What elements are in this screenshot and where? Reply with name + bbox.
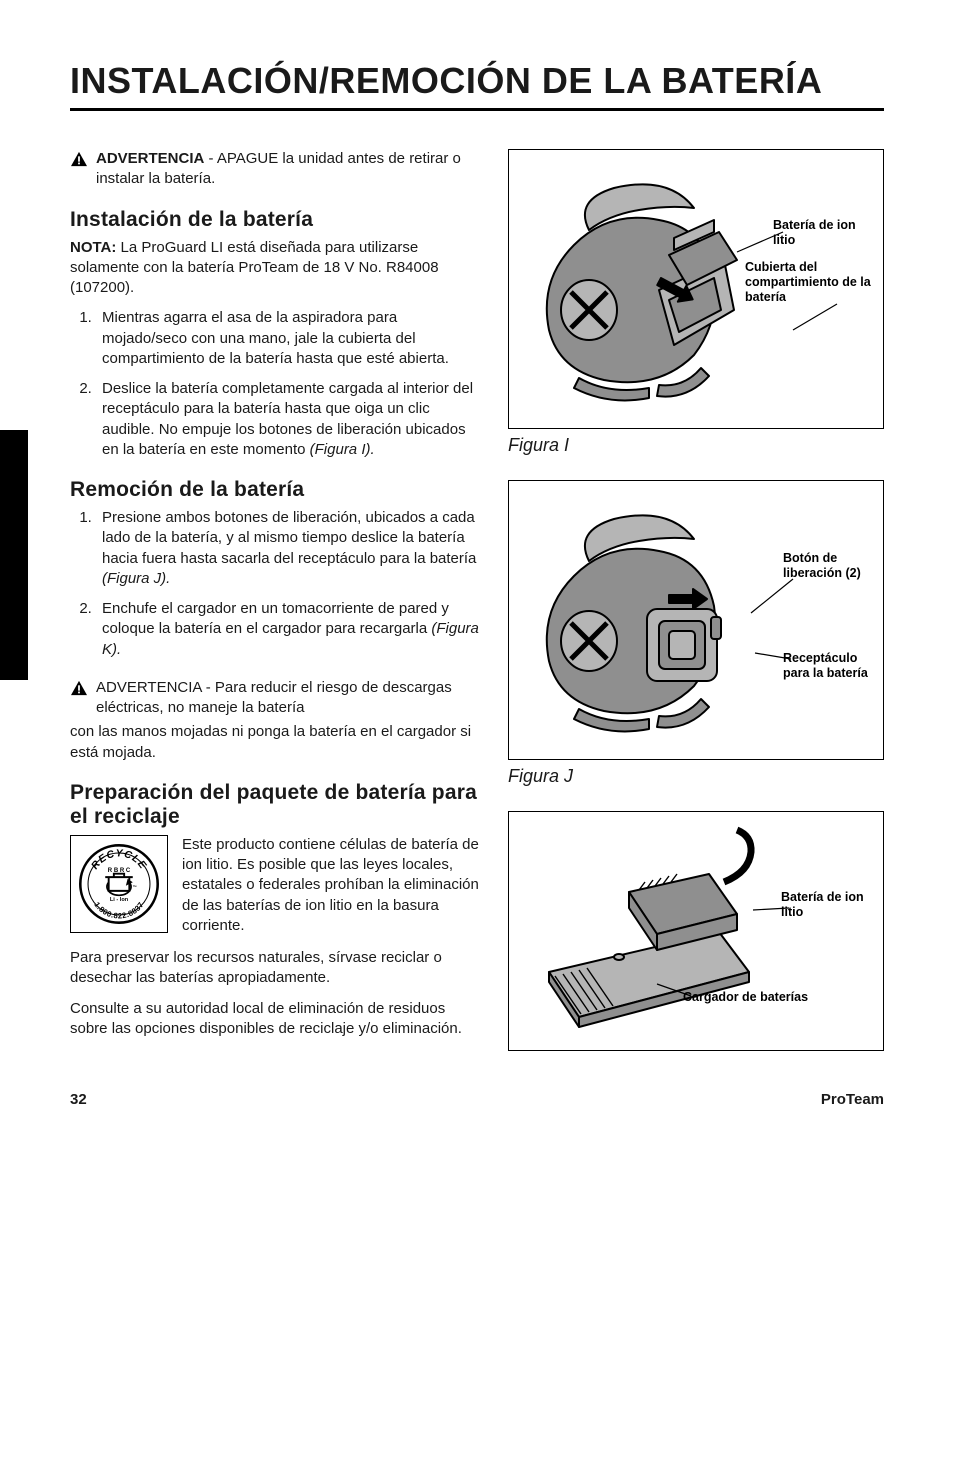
section-recycle-heading: Preparación del paquete de batería para … (70, 781, 480, 829)
figure-i: DESLIZAR Batería de ion litio Cubierta d… (508, 149, 884, 429)
nota-label: NOTA: (70, 239, 116, 256)
remove-item-1a: Presione ambos botones de liberación, ub… (102, 509, 476, 567)
right-column: DESLIZAR Batería de ion litio Cubierta d… (508, 149, 884, 1057)
badge-liion-text: Li - Ion (110, 897, 129, 903)
page-title: INSTALACIÓN/REMOCIÓN DE LA BATERÍA (70, 60, 884, 111)
install-list: Mientras agarra el asa de la aspiradora … (96, 308, 480, 460)
warning-2: ADVERTENCIA - Para reducir el riesgo de … (70, 678, 480, 719)
nota-text: La ProGuard LI está diseñada para utiliz… (70, 239, 439, 297)
recycle-para-3: Consulte a su autoridad local de elimina… (70, 999, 480, 1040)
warning-1: ADVERTENCIA - APAGUE la unidad antes de … (70, 149, 480, 190)
install-item-2: Deslice la batería completamente cargada… (96, 379, 480, 460)
footer: 32 ProTeam (70, 1091, 884, 1108)
warning-1-label: ADVERTENCIA (96, 150, 204, 167)
figure-k-illustration (519, 822, 759, 1042)
remove-item-2: Enchufe el cargador en un tomacorriente … (96, 599, 480, 660)
remove-item-1b: (Figura J). (102, 570, 170, 587)
warning-2-text: ADVERTENCIA - Para reducir el riesgo de … (96, 678, 480, 719)
recycle-para: Este producto contiene células de baterí… (182, 835, 480, 936)
figure-i-illustration: DESLIZAR (519, 160, 749, 420)
remove-list: Presione ambos botones de liberación, ub… (96, 508, 480, 660)
nota-line: NOTA: La ProGuard LI está diseñada para … (70, 238, 480, 299)
figure-j-illustration: DESLIZAR (519, 491, 749, 751)
install-item-2a: Deslice la batería completamente cargada… (102, 380, 473, 458)
figure-k: Batería de ion litio Cargador de batería… (508, 811, 884, 1051)
figure-k-callout-1: Batería de ion litio (781, 890, 871, 920)
svg-text:™: ™ (133, 884, 137, 889)
warning-2-label: ADVERTENCIA (96, 679, 202, 696)
figure-i-callout-2: Cubierta del compartimiento de la baterí… (745, 260, 873, 305)
section-remove: Remoción de la batería Presione ambos bo… (70, 478, 480, 660)
page-number: 32 (70, 1091, 87, 1108)
section-remove-heading: Remoción de la batería (70, 478, 480, 502)
section-install: Instalación de la batería NOTA: La ProGu… (70, 208, 480, 461)
recycle-para-2: Para preservar los recursos naturales, s… (70, 948, 480, 989)
figure-i-callout-1: Batería de ion litio (773, 218, 873, 248)
figure-j-deslizar: DESLIZAR (672, 597, 703, 603)
brand-name: ProTeam (821, 1091, 884, 1108)
figure-j-callout-1: Botón de liberación (2) (783, 551, 873, 581)
recycle-badge: RECYCLE 1.800.822.8837 R B R C Li - Ion … (70, 835, 168, 933)
section-recycle: Preparación del paquete de batería para … (70, 781, 480, 1039)
figure-j-caption: Figura J (508, 766, 884, 787)
warning-icon (70, 678, 88, 696)
warning-1-text: ADVERTENCIA - APAGUE la unidad antes de … (96, 149, 480, 190)
section-install-heading: Instalación de la batería (70, 208, 480, 232)
figure-i-caption: Figura I (508, 435, 884, 456)
left-column: ADVERTENCIA - APAGUE la unidad antes de … (70, 149, 480, 1057)
side-tab (0, 430, 28, 680)
remove-item-2a: Enchufe el cargador en un tomacorriente … (102, 600, 449, 637)
install-item-1: Mientras agarra el asa de la aspiradora … (96, 308, 480, 369)
figure-k-callout-2: Cargador de baterías (683, 990, 843, 1005)
figure-j-block: DESLIZAR Botón de liberación (2) Receptá… (508, 480, 884, 793)
figure-i-block: DESLIZAR Batería de ion litio Cubierta d… (508, 149, 884, 462)
figure-k-block: Batería de ion litio Cargador de batería… (508, 811, 884, 1051)
remove-item-1: Presione ambos botones de liberación, ub… (96, 508, 480, 589)
figure-j: DESLIZAR Botón de liberación (2) Receptá… (508, 480, 884, 760)
figure-j-callout-2: Receptáculo para la batería (783, 651, 873, 681)
install-item-2b: (Figura I). (310, 441, 375, 458)
warning-icon (70, 149, 88, 167)
warning-2-cont: con las manos mojadas ni ponga la baterí… (70, 722, 480, 763)
